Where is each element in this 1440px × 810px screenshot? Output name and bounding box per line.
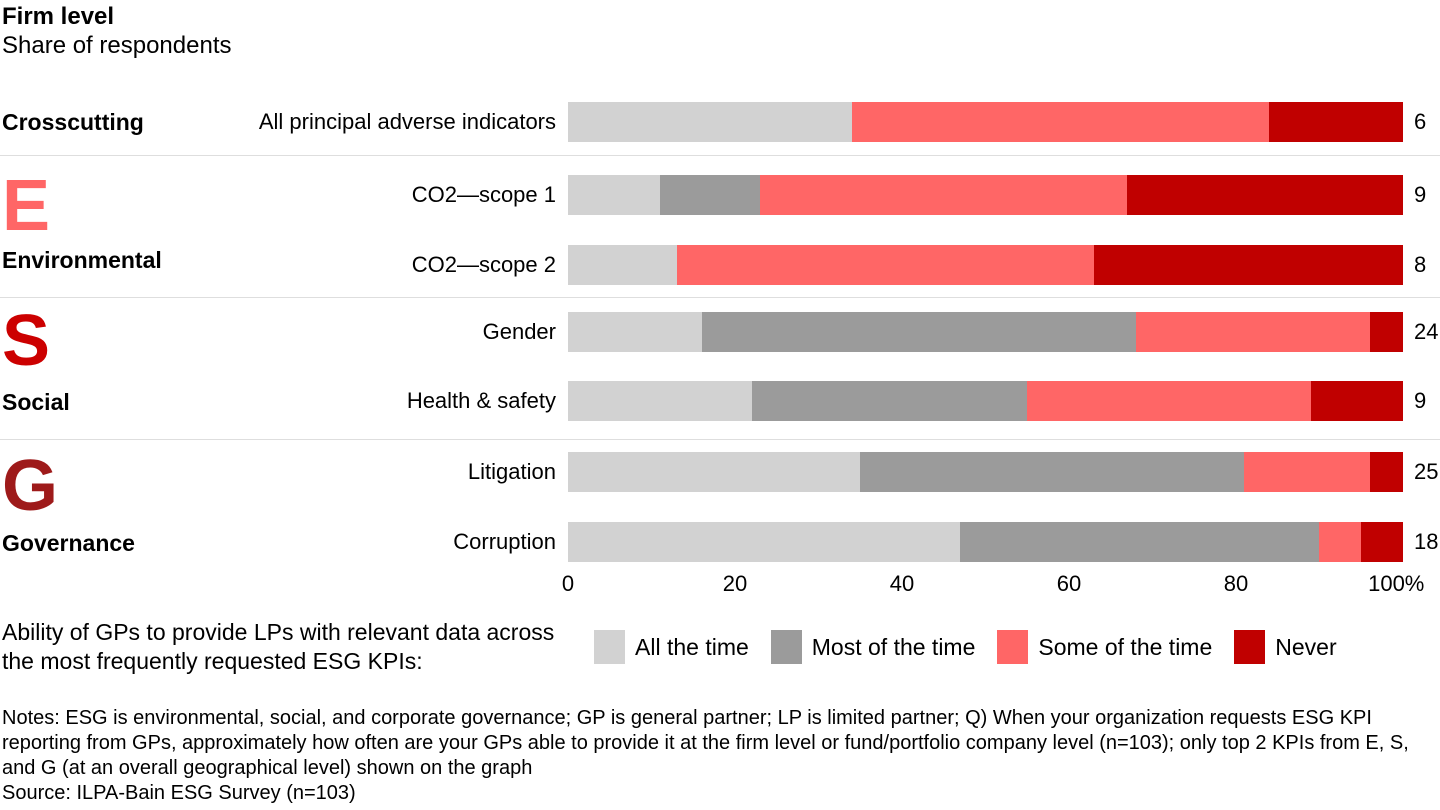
- bar-segment-most-of-the-time: [751, 381, 1028, 421]
- bar-value-label: 25: [1414, 459, 1439, 484]
- page-subtitle: Share of respondents: [2, 32, 232, 59]
- bar-segment-never: [1094, 245, 1403, 285]
- group-label-crosscutting: Crosscutting: [2, 109, 144, 135]
- legend-label: Some of the time: [1038, 634, 1213, 660]
- stacked-bar-gender: [568, 312, 1403, 352]
- legend-item-most-of-the-time: Most of the time: [770, 630, 976, 664]
- x-axis-tick: 100%: [1368, 571, 1425, 596]
- bar-segment-never: [1369, 452, 1403, 492]
- bar-segment-all-the-time: [568, 175, 660, 215]
- footnotes: Notes: ESG is environmental, social, and…: [2, 707, 1409, 779]
- legend-swatch-all-the-time: [594, 630, 625, 664]
- bar-segment-most-of-the-time: [701, 312, 1136, 352]
- stacked-bar-health-safety: [568, 381, 1403, 421]
- x-axis-tick: 60: [1056, 571, 1082, 596]
- legend-item-never: Never: [1234, 630, 1337, 664]
- bar-segment-never: [1369, 312, 1403, 352]
- group-label-environmental: Environmental: [2, 247, 162, 273]
- x-axis-tick: 20: [722, 571, 748, 596]
- bar-segment-never: [1311, 381, 1403, 421]
- bar-segment-some-of-the-time: [851, 102, 1270, 142]
- bar-segment-some-of-the-time: [1319, 522, 1362, 562]
- x-axis: 0 20 40 60 80 100%: [562, 570, 1425, 600]
- bar-segment-never: [1361, 522, 1403, 562]
- bar-segment-never: [1127, 175, 1403, 215]
- legend-swatch-some-of-the-time: [997, 630, 1029, 664]
- bar-segment-most-of-the-time: [960, 522, 1320, 562]
- row-label-gender: Gender: [482, 319, 556, 344]
- bar-segment-most-of-the-time: [860, 452, 1245, 492]
- bar-segment-all-the-time: [568, 522, 961, 562]
- bar-segment-some-of-the-time: [1135, 312, 1370, 352]
- group-separator: [0, 155, 1440, 156]
- bar-segment-never: [1269, 102, 1403, 142]
- bar-value-label: 24: [1414, 319, 1439, 344]
- row-label-corruption: Corruption: [453, 529, 556, 554]
- group-letter-s: S: [2, 301, 51, 381]
- stacked-bar-co2-scope-1: [568, 175, 1403, 215]
- stacked-bar-litigation: [568, 452, 1403, 492]
- page-title: Firm level: [2, 3, 115, 30]
- legend-item-all-the-time: All the time: [594, 630, 749, 664]
- group-separator: [0, 297, 1440, 298]
- group-label-social: Social: [2, 389, 70, 415]
- x-axis-tick: 40: [889, 571, 915, 596]
- row-label-health-safety: Health & safety: [406, 388, 556, 413]
- bar-segment-all-the-time: [568, 102, 852, 142]
- source-line: Source: ILPA-Bain ESG Survey (n=103): [2, 782, 356, 804]
- bar-segment-all-the-time: [568, 452, 861, 492]
- bar-segment-some-of-the-time: [676, 245, 1095, 285]
- x-axis-tick: 0: [561, 571, 575, 596]
- group-letter-g: G: [2, 446, 59, 526]
- legend-label: Most of the time: [811, 634, 976, 660]
- bar-segment-some-of-the-time: [1244, 452, 1370, 492]
- legend: All the time Most of the time Some of th…: [594, 630, 1337, 664]
- bar-segment-most-of-the-time: [659, 175, 761, 215]
- legend-label: All the time: [635, 634, 749, 660]
- row-label-litigation: Litigation: [467, 459, 556, 484]
- group-separator: [0, 439, 1440, 440]
- bar-segment-all-the-time: [568, 245, 677, 285]
- bar-value-label: 9: [1414, 182, 1427, 207]
- bar-segment-all-the-time: [568, 381, 752, 421]
- bar-value-label: 6: [1414, 109, 1427, 134]
- legend-swatch-never: [1234, 630, 1266, 664]
- group-letter-e: E: [2, 166, 51, 246]
- bar-segment-some-of-the-time: [760, 175, 1128, 215]
- bar-value-label: 9: [1414, 388, 1427, 413]
- legend-label: Never: [1275, 634, 1337, 660]
- x-axis-tick: 80: [1223, 571, 1249, 596]
- bar-segment-some-of-the-time: [1027, 381, 1312, 421]
- chart-caption: Ability of GPs to provide LPs with relev…: [2, 619, 555, 674]
- legend-swatch-most-of-the-time: [770, 630, 802, 664]
- stacked-bar-co2-scope-2: [568, 245, 1403, 285]
- row-label-co2-scope-2: CO2—scope 2: [411, 252, 556, 277]
- legend-item-some-of-the-time: Some of the time: [997, 630, 1212, 664]
- row-label-all-principal-adverse-indicators: All principal adverse indicators: [258, 109, 556, 134]
- stacked-bar-corruption: [568, 522, 1403, 562]
- bar-value-label: 8: [1414, 252, 1427, 277]
- stacked-bar-all-principal-adverse-indicators: [568, 102, 1403, 142]
- bar-segment-all-the-time: [568, 312, 702, 352]
- group-label-governance: Governance: [2, 530, 135, 556]
- row-label-co2-scope-1: CO2—scope 1: [411, 182, 556, 207]
- bar-value-label: 18: [1414, 529, 1439, 554]
